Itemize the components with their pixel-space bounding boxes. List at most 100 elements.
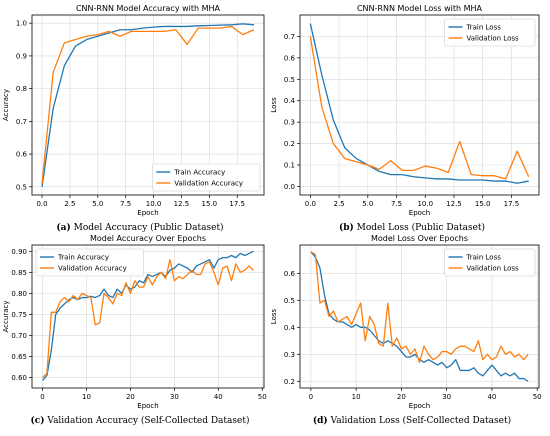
x-axis-label: Epoch — [409, 402, 430, 410]
y-tick-label: 0.8 — [16, 85, 27, 93]
x-tick-label: 20 — [397, 393, 406, 401]
x-tick-label: 17.5 — [504, 200, 520, 208]
y-tick-label: 0.3 — [284, 119, 295, 127]
series-line-train — [309, 23, 529, 184]
y-tick-label: 0.80 — [11, 290, 27, 298]
chart-title: CNN-RNN Model Loss with MHA — [357, 4, 483, 13]
legend: Train Loss Validation Loss — [444, 248, 536, 277]
plot-frame — [299, 14, 540, 196]
y-tick-label: 0.0 — [284, 183, 295, 191]
y-tick-label: 1.0 — [16, 20, 27, 28]
x-tick-label: 15.0 — [202, 200, 218, 208]
caption-text: Validation Loss (Self-Collected Dataset) — [330, 415, 512, 426]
y-tick-label: 0.90 — [11, 248, 27, 256]
x-axis-label: Epoch — [137, 209, 158, 217]
x-tick-label: 50 — [533, 393, 542, 401]
legend-box — [444, 18, 536, 47]
legend-label-train: Train Accuracy — [57, 254, 109, 262]
x-tick-label: 12.5 — [446, 200, 462, 208]
y-tick-label: 0.6 — [284, 54, 296, 62]
chart-title: Model Loss Over Epochs — [371, 234, 468, 243]
x-tick-label: 2.5 — [64, 200, 75, 208]
y-tick-label: 0.5 — [16, 183, 27, 191]
chart-title: Model Accuracy Over Epochs — [90, 234, 206, 243]
x-tick-label: 10.0 — [417, 200, 433, 208]
x-tick-label: 40 — [487, 393, 496, 401]
x-tick-label: 30 — [170, 393, 179, 401]
caption-text: Validation Accuracy (Self-Collected Data… — [46, 415, 249, 426]
subfigure-caption: (b) Model Loss (Public Dataset) — [339, 222, 485, 233]
chart-panel-0: 0.0 2.5 5.0 7.5 10.0 12.5 15.0 17.5 0.5 0.6 0.7 0.8… — [2, 4, 265, 233]
subfigure-caption: (d) Validation Loss (Self-Collected Data… — [313, 415, 511, 426]
x-tick-label: 5.0 — [92, 200, 103, 208]
plot-frame — [299, 244, 540, 389]
chart-title: CNN-RNN Model Accuracy with MHA — [76, 4, 221, 13]
y-tick-label: 0.6 — [284, 270, 296, 278]
x-tick-label: 2.5 — [333, 200, 344, 208]
y-axis-label: Loss — [270, 308, 278, 324]
series-line-train — [310, 251, 529, 382]
y-tick-label: 0.5 — [284, 76, 295, 84]
y-tick-label: 0.2 — [284, 378, 295, 386]
x-tick-label: 17.5 — [229, 200, 245, 208]
y-tick-label: 0.60 — [11, 374, 27, 382]
series-line-validation — [41, 25, 255, 184]
x-tick-label: 0.0 — [305, 200, 316, 208]
legend-label-validation: Validation Loss — [467, 35, 519, 43]
legend-label-validation: Validation Loss — [467, 265, 519, 273]
x-tick-label: 0 — [309, 393, 313, 401]
x-tick-label: 7.5 — [120, 200, 131, 208]
subfigure-caption: (c) Validation Accuracy (Self-Collected … — [31, 415, 250, 426]
legend-box — [444, 248, 536, 277]
legend-box — [152, 163, 261, 192]
caption-label: (d) — [313, 415, 328, 426]
series-line-validation — [310, 251, 529, 364]
series-line-validation — [309, 36, 530, 180]
plot-frame — [31, 14, 265, 196]
x-tick-label: 10.0 — [146, 200, 162, 208]
caption-label: (c) — [31, 415, 45, 426]
y-axis-label: Accuracy — [2, 301, 10, 333]
x-tick-label: 12.5 — [174, 200, 190, 208]
legend-box — [35, 248, 144, 277]
y-tick-label: 0.75 — [11, 311, 27, 319]
y-tick-label: 0.9 — [16, 52, 27, 60]
x-axis-label: Epoch — [409, 209, 430, 217]
legend: Train Accuracy Validation Accuracy — [35, 248, 144, 277]
legend: Train Accuracy Validation Accuracy — [152, 163, 261, 192]
plot-frame — [31, 244, 265, 389]
x-tick-label: 15.0 — [475, 200, 491, 208]
chart-panel-1: 0.0 2.5 5.0 7.5 10.0 12.5 15.0 17.5 0.0 0.1 0.2 0.3… — [270, 4, 540, 233]
x-tick-label: 10 — [352, 393, 361, 401]
y-tick-label: 0.2 — [284, 140, 295, 148]
chart-panel-2: 0 10 20 30 40 50 0.60 0.65 0.70 0.75 0.80 0.85 0.90 M… — [2, 234, 267, 426]
caption-label: (b) — [339, 222, 354, 233]
y-tick-label: 0.1 — [284, 162, 295, 170]
legend-label-validation: Validation Accuracy — [58, 265, 127, 273]
series-line-train — [41, 23, 255, 187]
y-tick-label: 0.7 — [16, 118, 27, 126]
x-tick-label: 7.5 — [391, 200, 402, 208]
series-line-validation — [42, 259, 254, 378]
x-tick-label: 0 — [40, 393, 44, 401]
x-tick-label: 10 — [82, 393, 91, 401]
x-tick-label: 0.0 — [36, 200, 47, 208]
y-tick-label: 0.6 — [16, 151, 28, 159]
chart-panel-3: 0 10 20 30 40 50 0.2 0.3 0.4 0.5 0.6 Model Loss Ove… — [270, 234, 542, 426]
y-tick-label: 0.3 — [284, 351, 295, 359]
y-axis-label: Loss — [270, 97, 278, 113]
y-tick-label: 0.4 — [284, 97, 296, 105]
x-axis-label: Epoch — [137, 402, 158, 410]
x-tick-label: 50 — [258, 393, 267, 401]
y-tick-label: 0.4 — [284, 324, 296, 332]
y-tick-label: 0.70 — [11, 332, 27, 340]
caption-text: Model Loss (Public Dataset) — [357, 222, 485, 233]
y-tick-label: 0.5 — [284, 297, 295, 305]
legend-label-validation: Validation Accuracy — [174, 180, 243, 188]
y-tick-label: 0.7 — [284, 33, 295, 41]
x-tick-label: 30 — [442, 393, 451, 401]
subfigure-caption: (a) Model Accuracy (Public Dataset) — [56, 222, 223, 233]
caption-label: (a) — [56, 222, 70, 233]
